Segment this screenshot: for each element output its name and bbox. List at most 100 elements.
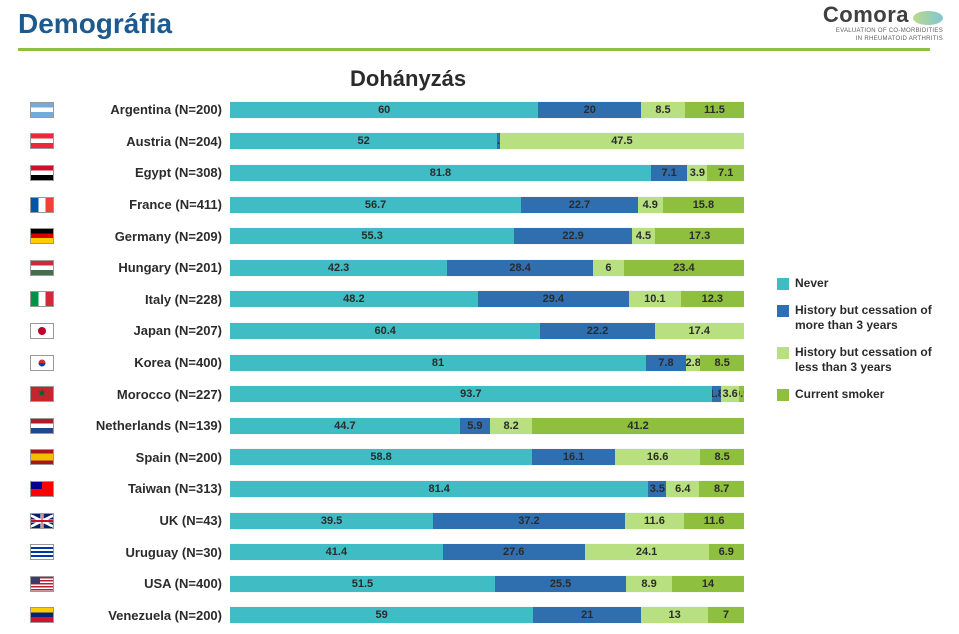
- bar-segment: 11.5: [685, 102, 744, 118]
- bar-segment: 41.2: [532, 418, 744, 434]
- chart-row: UK (N=43)39.537.211.611.6: [30, 505, 744, 537]
- bar-segment: 8.7: [699, 481, 744, 497]
- flag-icon: [30, 386, 54, 402]
- bar-segment: 51.5: [230, 576, 495, 592]
- bar: 81.43.56.48.7: [230, 480, 744, 498]
- title-underline: [18, 48, 930, 51]
- row-label: Morocco (N=227): [60, 387, 230, 402]
- bar: 56.722.74.915.8: [230, 196, 744, 214]
- bar-segment: 55.3: [230, 228, 514, 244]
- bar-segment: 8.5: [641, 102, 685, 118]
- flag-icon: [30, 449, 54, 465]
- bar: 60.422.217.4: [230, 322, 744, 340]
- bar-segment: 7.1: [651, 165, 688, 181]
- row-label: Uruguay (N=30): [60, 545, 230, 560]
- bar-segment: 81.8: [230, 165, 651, 181]
- bar-segment: 37.2: [433, 513, 624, 529]
- logo-subtitle-2: IN RHEUMATOID ARTHRITIS: [823, 36, 943, 42]
- bar-segment: 56.7: [230, 197, 521, 213]
- bar-segment: 12.3: [681, 291, 744, 307]
- row-label: UK (N=43): [60, 513, 230, 528]
- chart-row: Venezuela (N=200)5921137: [30, 600, 744, 632]
- flag-icon: [30, 133, 54, 149]
- bar-segment: 21: [533, 607, 641, 623]
- bar-segment: 7.8: [646, 355, 686, 371]
- legend-item: Never: [777, 276, 945, 291]
- bar-segment: 3.5: [648, 481, 666, 497]
- bar-segment: 28.4: [447, 260, 593, 276]
- chart-row: Netherlands (N=139)44.75.98.241.2: [30, 410, 744, 442]
- bar-segment: 60.4: [230, 323, 540, 339]
- legend-label: Current smoker: [795, 387, 884, 402]
- bar-segment: 47.5: [500, 133, 744, 149]
- legend-label: Never: [795, 276, 828, 291]
- row-label: Netherlands (N=139): [60, 418, 230, 433]
- flag-icon: [30, 481, 54, 497]
- flag-icon: [30, 544, 54, 560]
- row-label: Germany (N=209): [60, 229, 230, 244]
- bar: 51.525.58.914: [230, 575, 744, 593]
- bar-segment: 8.2: [490, 418, 532, 434]
- bar-segment: 6.9: [709, 544, 744, 560]
- bar-segment: 16.6: [615, 449, 700, 465]
- legend: Never History but cessation of more than …: [777, 276, 945, 414]
- chart-row: Uruguay (N=30)41.427.624.16.9: [30, 536, 744, 568]
- bar-segment: 23.4: [624, 260, 744, 276]
- bar: 5921137: [230, 606, 744, 624]
- chart-row: France (N=411)56.722.74.915.8: [30, 189, 744, 221]
- bar-segment: 81.4: [230, 481, 648, 497]
- legend-label: History but cessation of more than 3 yea…: [795, 303, 945, 333]
- row-label: Italy (N=228): [60, 292, 230, 307]
- bar: 58.816.116.68.5: [230, 448, 744, 466]
- bar-segment: 11.6: [684, 513, 744, 529]
- flag-icon: [30, 197, 54, 213]
- bar-segment: 22.9: [514, 228, 632, 244]
- flag-icon: [30, 576, 54, 592]
- bar-segment: 24.1: [585, 544, 709, 560]
- flag-icon: [30, 102, 54, 118]
- bar-segment: 8.9: [626, 576, 672, 592]
- bar-segment: 2.8: [686, 355, 700, 371]
- row-label: Japan (N=207): [60, 323, 230, 338]
- bar-segment: 81: [230, 355, 646, 371]
- legend-label: History but cessation of less than 3 yea…: [795, 345, 945, 375]
- bar: 41.427.624.16.9: [230, 543, 744, 561]
- bar: 93.71.83.60.9: [230, 385, 744, 403]
- bar-segment: 42.3: [230, 260, 447, 276]
- legend-item: History but cessation of less than 3 yea…: [777, 345, 945, 375]
- chart-row: Spain (N=200)58.816.116.68.5: [30, 442, 744, 474]
- chart-row: Korea (N=400)817.82.88.5: [30, 347, 744, 379]
- bar-segment: 41.4: [230, 544, 443, 560]
- bar-segment: 44.7: [230, 418, 460, 434]
- bar: 60208.511.5: [230, 101, 744, 119]
- logo-swoosh-icon: [913, 11, 943, 25]
- flag-icon: [30, 513, 54, 529]
- chart-title: Dohányzás: [350, 66, 466, 92]
- row-label: France (N=411): [60, 197, 230, 212]
- chart-row: Japan (N=207)60.422.217.4: [30, 315, 744, 347]
- chart-row: Argentina (N=200)60208.511.5: [30, 94, 744, 126]
- chart-row: Germany (N=209)55.322.94.517.3: [30, 220, 744, 252]
- flag-icon: [30, 355, 54, 371]
- row-label: Austria (N=204): [60, 134, 230, 149]
- bar-segment: 4.9: [638, 197, 663, 213]
- stacked-bar-chart: Argentina (N=200)60208.511.5 Austria (N=2…: [30, 94, 744, 631]
- chart-row: Morocco (N=227)93.71.83.60.9: [30, 378, 744, 410]
- bar-segment: 22.2: [540, 323, 654, 339]
- bar: 55.322.94.517.3: [230, 227, 744, 245]
- row-label: Spain (N=200): [60, 450, 230, 465]
- legend-item: Current smoker: [777, 387, 945, 402]
- row-label: Venezuela (N=200): [60, 608, 230, 623]
- page-title: Demográfia: [18, 8, 172, 40]
- bar-segment: 15.8: [663, 197, 744, 213]
- bar-segment: 0.9: [739, 386, 744, 402]
- flag-icon: [30, 607, 54, 623]
- bar-segment: 8.5: [700, 355, 744, 371]
- bar-segment: 93.7: [230, 386, 712, 402]
- bar-segment: 60: [230, 102, 538, 118]
- bar-segment: 25.5: [495, 576, 626, 592]
- bar-segment: 16.1: [532, 449, 615, 465]
- bar: 817.82.88.5: [230, 354, 744, 372]
- row-label: Egypt (N=308): [60, 165, 230, 180]
- legend-swatch: [777, 305, 789, 317]
